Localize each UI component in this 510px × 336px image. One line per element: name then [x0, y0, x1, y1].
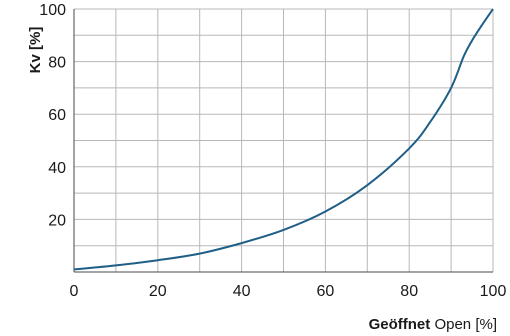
x-tick-labels: 0 20 40 60 80 100 — [70, 283, 507, 300]
x-tick-label: 80 — [400, 283, 418, 300]
x-tick-label: 40 — [233, 283, 251, 300]
y-axis-title: Kv [%] — [27, 27, 44, 74]
x-axis-title: Geöffnet Open [%] — [369, 316, 497, 333]
kv-curve-line — [73, 8, 494, 271]
x-axis-title-bold: Geöffnet — [369, 316, 431, 333]
x-tick-label: 20 — [149, 283, 167, 300]
y-tick-label: 100 — [39, 2, 66, 19]
y-tick-label: 80 — [48, 55, 66, 72]
y-tick-label: 60 — [48, 107, 66, 124]
y-tick-label: 20 — [48, 212, 66, 229]
y-tick-labels: 20 40 60 80 100 — [39, 2, 66, 229]
grid-lines — [73, 8, 494, 273]
y-tick-label: 40 — [48, 160, 66, 177]
x-tick-label: 0 — [70, 283, 79, 300]
x-axis-title-rest: Open [%] — [434, 316, 497, 333]
x-tick-label: 60 — [317, 283, 335, 300]
plot-frame — [73, 9, 493, 273]
x-tick-label: 100 — [480, 283, 507, 300]
